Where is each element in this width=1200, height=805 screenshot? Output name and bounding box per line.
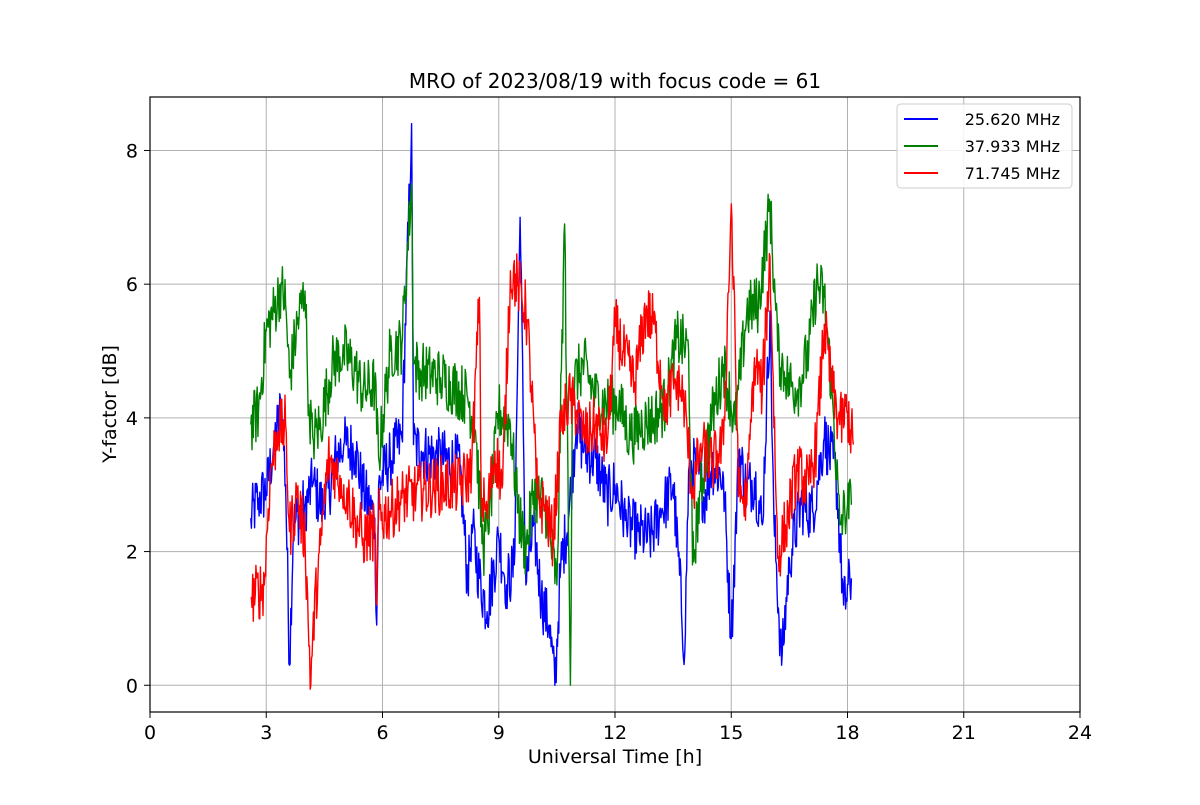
series-line-1 xyxy=(250,123,853,686)
legend-box xyxy=(896,103,1073,189)
x-tick-label: 24 xyxy=(1068,722,1092,744)
y-tick-label: 4 xyxy=(126,408,138,430)
y-tick-label: 0 xyxy=(126,675,138,697)
y-tick-label: 2 xyxy=(126,542,138,564)
legend-label: 25.620 MHz xyxy=(965,110,1060,129)
y-tick-label: 6 xyxy=(126,274,138,296)
x-tick-label: 0 xyxy=(144,722,156,744)
legend-label: 71.745 MHz xyxy=(965,164,1060,183)
x-tick-label: 6 xyxy=(376,722,388,744)
x-tick-label: 18 xyxy=(835,722,859,744)
y-axis-label: Y-factor [dB] xyxy=(99,345,121,464)
y-tick-label: 8 xyxy=(126,140,138,162)
chart-title: MRO of 2023/08/19 with focus code = 61 xyxy=(409,69,821,93)
series-line-2 xyxy=(250,183,853,686)
legend: 25.620 MHz 37.933 MHz 71.745 MHz xyxy=(896,103,1073,189)
x-tick-label: 12 xyxy=(603,722,627,744)
x-tick-label: 3 xyxy=(260,722,272,744)
series-layer xyxy=(250,123,854,690)
series-line-3 xyxy=(250,203,854,690)
x-tick-label: 9 xyxy=(493,722,505,744)
x-axis-label: Universal Time [h] xyxy=(528,746,702,768)
legend-label: 37.933 MHz xyxy=(965,137,1060,156)
x-tick-label: 21 xyxy=(952,722,976,744)
x-tick-label: 15 xyxy=(719,722,743,744)
